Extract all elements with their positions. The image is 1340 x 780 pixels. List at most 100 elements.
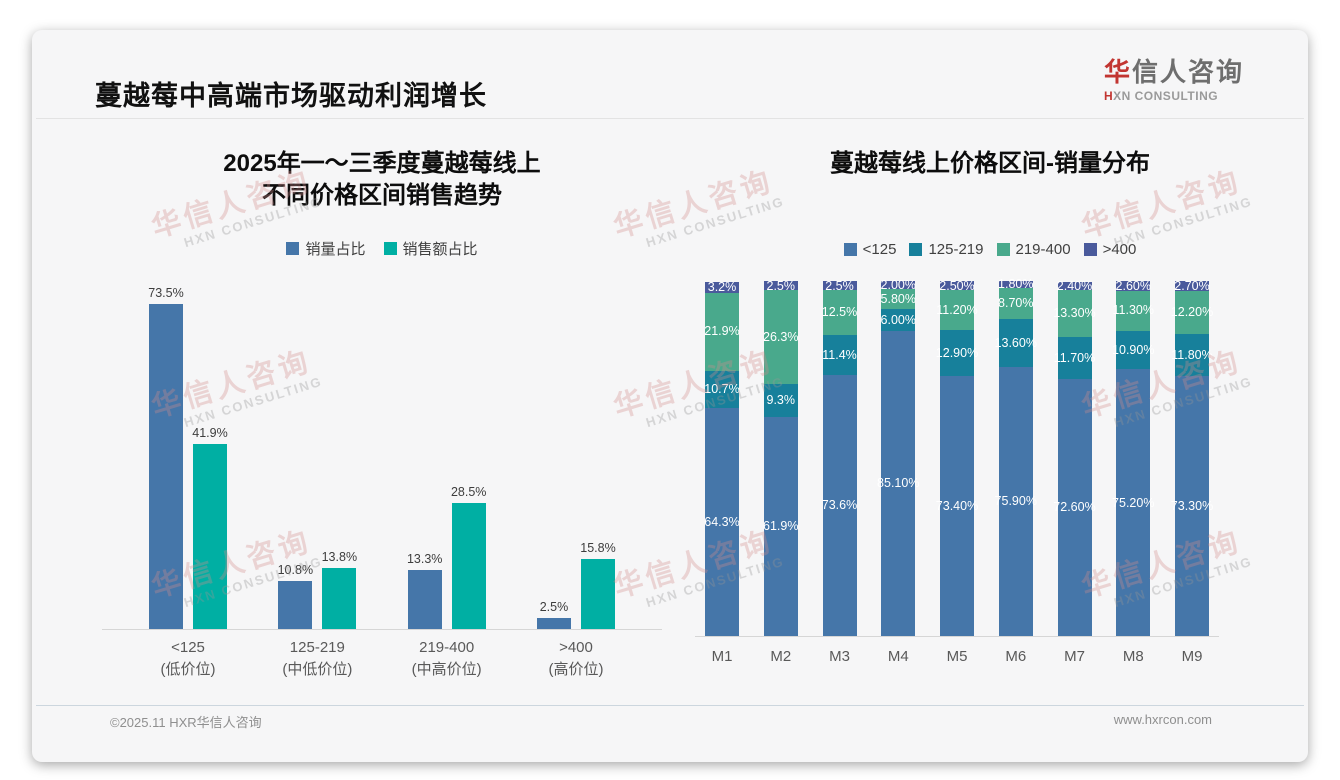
category-line: 125-219: [289, 638, 345, 656]
bar-segment: 61.9%: [763, 416, 799, 637]
bar: [580, 558, 615, 629]
segment-label: 6.00%: [880, 312, 916, 327]
category-line: <125: [171, 638, 205, 656]
bar-segment: 11.30%: [1113, 290, 1154, 331]
website-text: www.hxrcon.com: [1113, 712, 1212, 727]
bar-with-label: 41.9%: [192, 425, 228, 629]
segment-label: 11.30%: [1112, 303, 1154, 318]
stacked-bar: 2.00% 5.80% 6.00% 85.10%: [877, 279, 919, 637]
bar-segment: 85.10%: [877, 330, 919, 637]
category-label: M1: [711, 648, 733, 666]
bar-segment: 2.40%: [1056, 278, 1093, 293]
logo-name: 华信人咨询: [1104, 57, 1244, 88]
segment-label: 1.80%: [998, 277, 1034, 292]
bar: [149, 303, 183, 629]
bar-segment: 72.60%: [1053, 378, 1096, 637]
segment-label: 21.9%: [704, 324, 740, 339]
segment-label: 3.2%: [707, 279, 737, 294]
segment-label: 12.20%: [1170, 305, 1214, 320]
bar-segment: 26.3%: [763, 290, 799, 384]
bar-segment: 73.30%: [1171, 376, 1213, 637]
stacked-bar: 2.5% 26.3% 9.3% 61.9%: [763, 278, 799, 637]
stacked-bar: 2.40% 13.30% 11.70% 72.60%: [1053, 278, 1096, 637]
segment-label: 13.30%: [1053, 306, 1096, 321]
bar-group: 2.5% 15.8%: [514, 541, 638, 629]
bar-segment: 10.90%: [1112, 330, 1154, 370]
bar-with-label: 13.3%: [407, 552, 442, 629]
bar-segment: 2.5%: [763, 278, 798, 293]
segment-label: 2.40%: [1056, 278, 1093, 293]
x-axis-labels: M1 M2 M3 M4 M5 M6 M7 M8 M9: [695, 648, 1219, 665]
segment-label: 72.60%: [1053, 500, 1096, 515]
legend-swatch: [996, 242, 1010, 256]
legend-swatch: [909, 242, 923, 256]
bar-segment: 13.60%: [995, 318, 1037, 367]
legend-label: 219-400: [1015, 240, 1071, 258]
legend-swatch: [383, 242, 397, 256]
segment-label: 11.4%: [822, 347, 857, 362]
segment-label: 26.3%: [763, 329, 799, 344]
bar-segment: 75.90%: [995, 367, 1037, 637]
bar-segment: 1.80%: [998, 278, 1033, 290]
segment-label: 2.5%: [825, 278, 854, 293]
bar: [278, 581, 313, 629]
stacked-bar: 2.70% 12.20% 11.80% 73.30%: [1171, 280, 1213, 637]
bar-segment: 2.70%: [1174, 280, 1209, 292]
bar-segment: 2.00%: [881, 279, 916, 291]
value-label: 41.9%: [192, 425, 228, 440]
legend-item: 125-219: [909, 241, 984, 258]
legend-item: >400: [1083, 240, 1137, 258]
segment-label: 2.60%: [1115, 278, 1151, 293]
segment-label: 75.90%: [994, 494, 1037, 509]
plot-area: 73.5% 41.9% 10.8% 13.8% 13.3% 28.5% 2.5% 15.8%: [102, 282, 662, 630]
segment-label: 11.20%: [936, 302, 978, 317]
segment-label: 9.3%: [766, 392, 796, 407]
chart-title-line: 不同价格区间销售趋势: [262, 182, 502, 210]
legend-item: 销量占比: [286, 238, 366, 259]
segment-label: 64.3%: [704, 515, 740, 530]
chart-legend: <125 125-219 219-400 >400: [728, 239, 1252, 259]
bar-with-label: 15.8%: [580, 541, 616, 629]
stacked-bar: 1.80% 8.70% 13.60% 75.90%: [995, 278, 1037, 637]
logo-name-accent: 华: [1103, 57, 1132, 87]
stacked-bar-chart: 蔓越莓线上价格区间-销量分布 <125 125-219 219-400 >400 3.…: [695, 148, 1219, 665]
segment-label: 10.7%: [704, 382, 740, 397]
segment-label: 2.5%: [766, 278, 796, 293]
logo-tagline-accent: H: [1103, 89, 1114, 104]
footer: ©2025.11 HXR华信人咨询 www.hxrcon.com: [32, 712, 1308, 731]
bar: [322, 567, 357, 629]
segment-label: 85.10%: [877, 476, 920, 491]
legend-item: <125: [843, 241, 896, 258]
segment-label: 61.9%: [763, 519, 799, 534]
header-divider: [36, 118, 1304, 119]
segment-label: 75.20%: [1112, 495, 1155, 510]
category-label: 125-219 (中低价位): [255, 637, 379, 681]
bar: [407, 569, 442, 629]
chart-title: 2025年一～三季度蔓越莓线上 不同价格区间销售趋势: [102, 148, 662, 213]
footer-divider: [36, 705, 1304, 706]
bar-segment: 64.3%: [704, 408, 740, 637]
bar-segment: 10.7%: [704, 370, 740, 409]
chart-legend: 销量占比 销售额占比: [102, 239, 662, 259]
bar-segment: 3.2%: [705, 279, 739, 294]
chart-title: 蔓越莓线上价格区间-销量分布: [728, 148, 1252, 180]
bar-segment: 11.80%: [1171, 334, 1213, 377]
segment-label: 73.30%: [1170, 499, 1214, 514]
legend-swatch: [843, 242, 857, 256]
stacked-bar: 2.5% 12.5% 11.4% 73.6%: [821, 278, 858, 637]
bar-segment: 73.40%: [936, 375, 978, 637]
bar: [536, 617, 571, 629]
category-label: 219-400 (中高价位): [385, 637, 509, 681]
x-axis-labels: <125 (低价位) 125-219 (中低价位) 219-400 (中高价位) >400 (…: [102, 637, 662, 681]
stacked-bar: 2.60% 11.30% 10.90% 75.20%: [1112, 278, 1154, 637]
bar: [451, 502, 486, 629]
stacked-bar: 2.50% 11.20% 12.90% 73.40%: [936, 280, 978, 637]
bar-with-label: 73.5%: [148, 286, 184, 629]
segment-label: 73.6%: [821, 498, 858, 513]
bar-segment: 12.90%: [936, 330, 978, 376]
category-line: 219-400: [419, 638, 475, 656]
legend-label: >400: [1102, 240, 1137, 258]
category-line: >400: [559, 638, 593, 656]
value-label: 2.5%: [539, 599, 569, 614]
category-label: M2: [770, 648, 792, 666]
